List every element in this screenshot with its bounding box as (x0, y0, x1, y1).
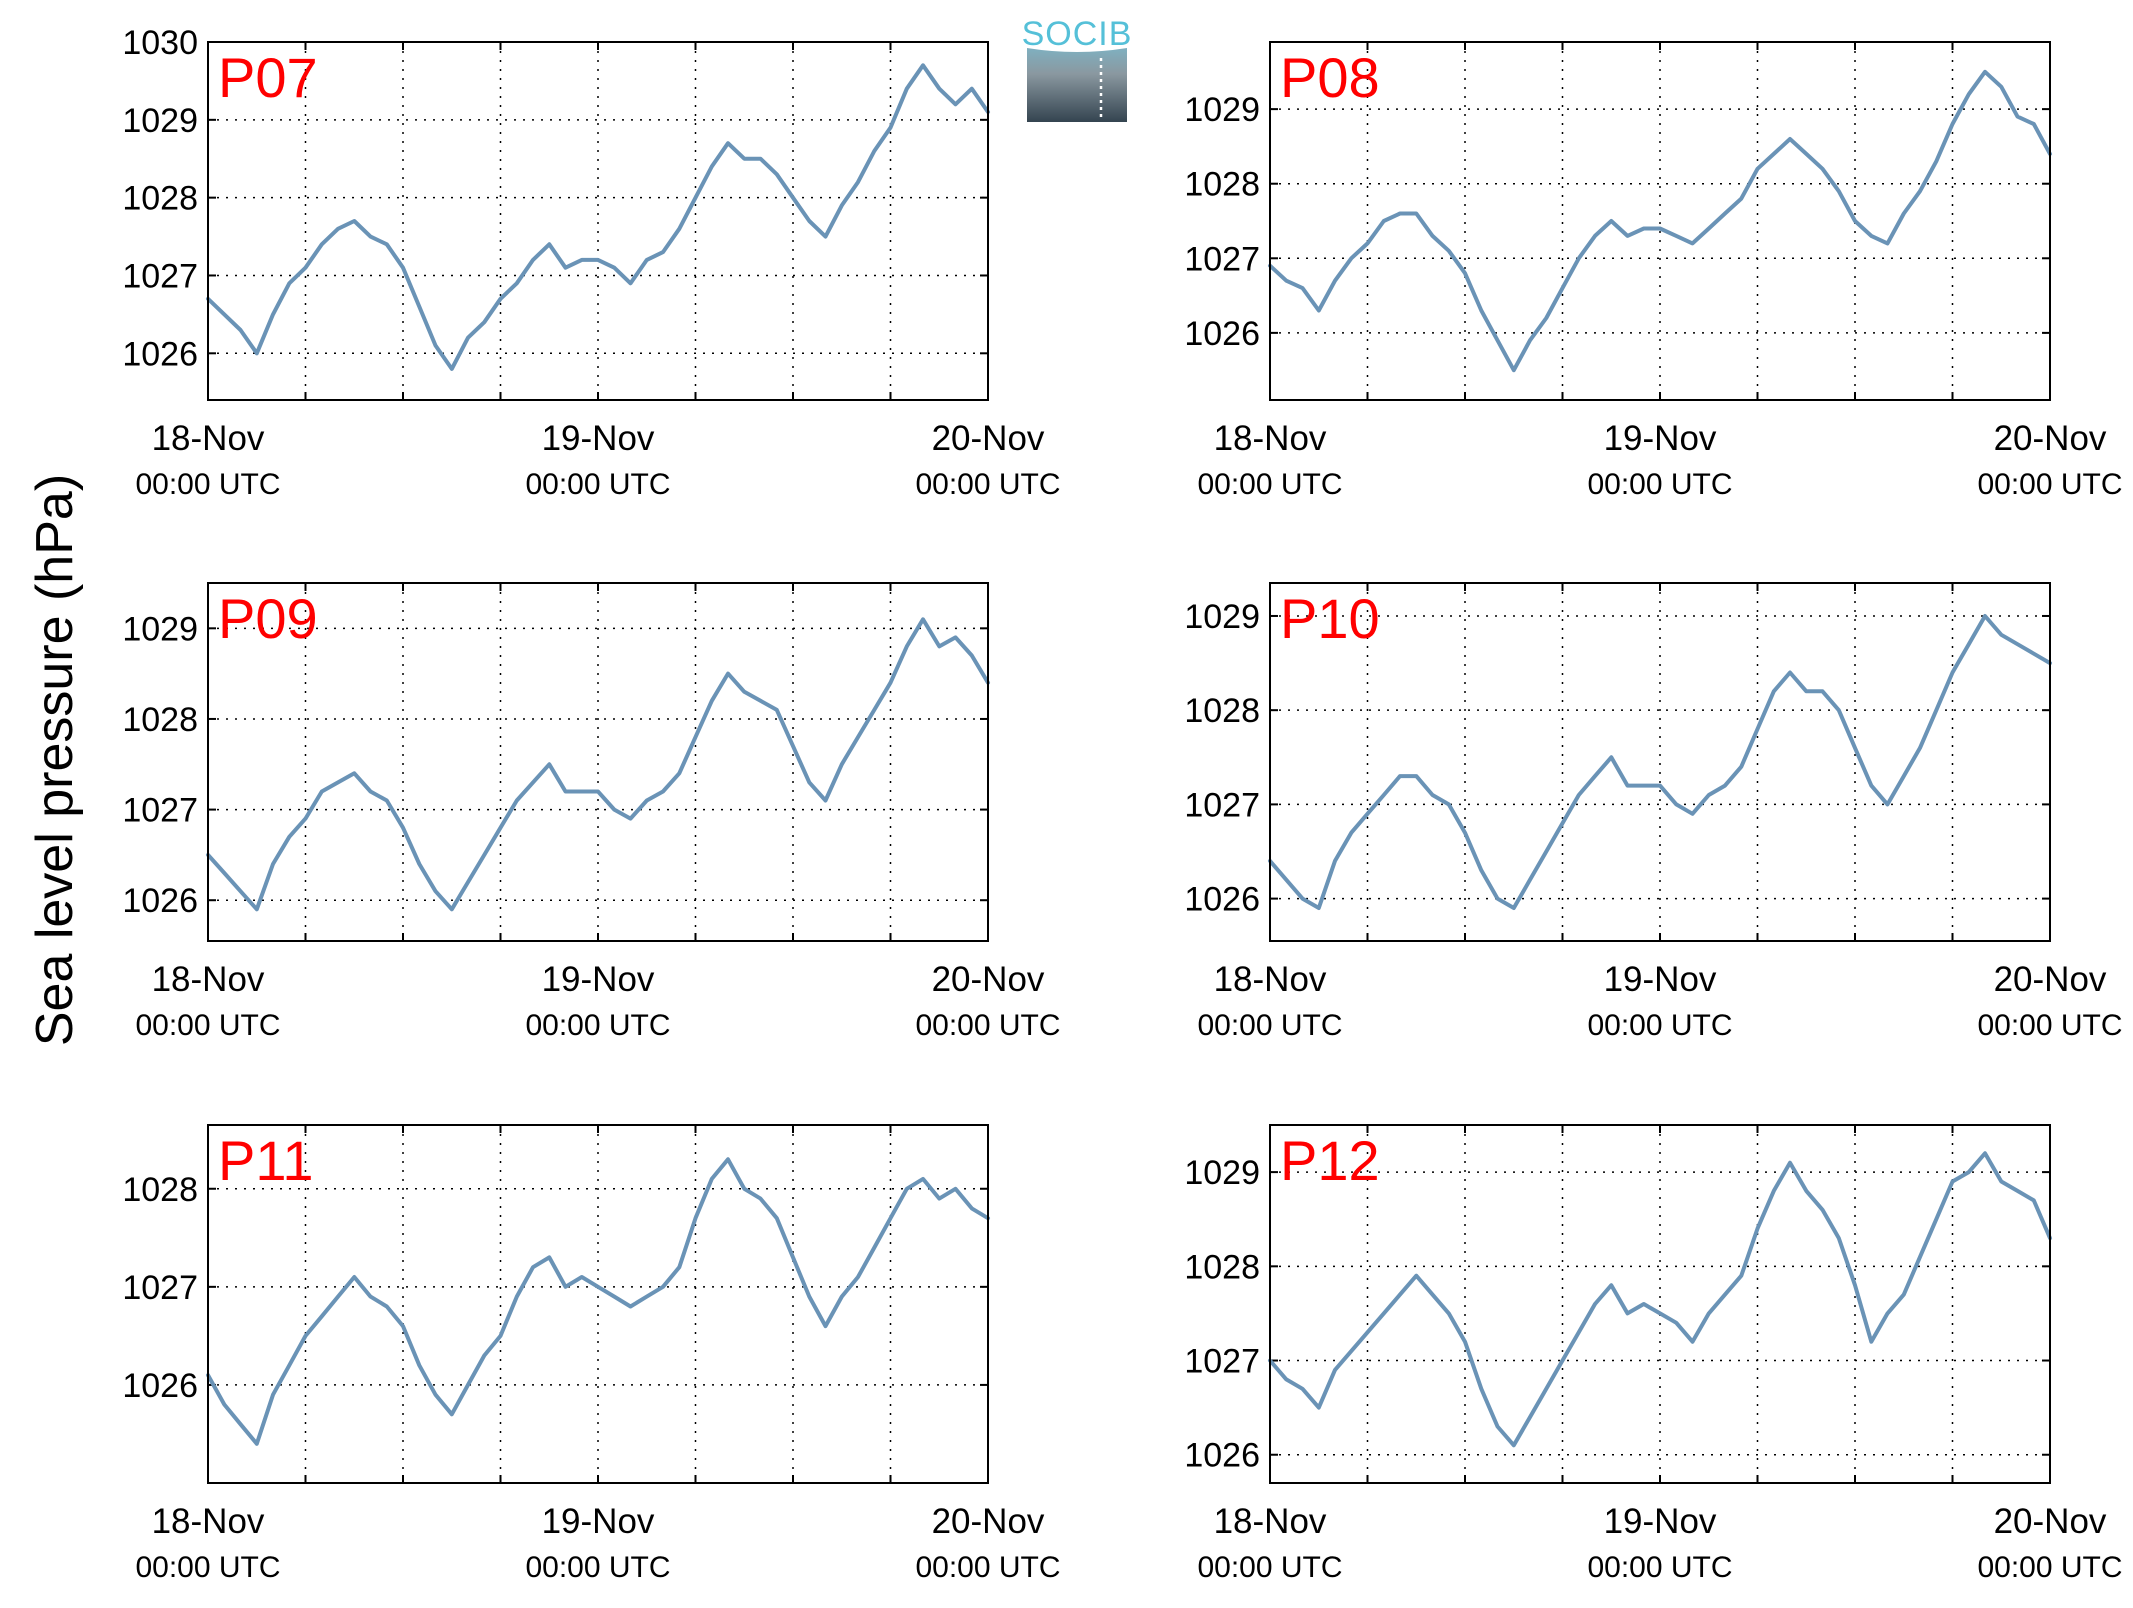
x-tick-time-label: 00:00 UTC (1587, 1009, 1732, 1042)
y-tick-label: 1028 (1184, 166, 1260, 204)
chart-panel-p10: 1026 1027 1028 1029 18-Nov 00:00 UTC 19-Nov 00:… (1184, 582, 2123, 1042)
x-tick-time-label: 00:00 UTC (915, 468, 1060, 501)
x-tick-date-label: 20-Nov (1994, 1502, 2107, 1541)
y-tick-label: 1029 (1184, 1154, 1260, 1192)
panel-title: P08 (1280, 46, 1380, 109)
chart-panel-p07: 1026 1027 1028 1029 1030 18-Nov 00:00 UTC 19-No… (122, 24, 1060, 501)
x-tick-date-label: 19-Nov (1604, 1502, 1717, 1541)
socib-logo-text: SOCIB (1022, 15, 1133, 53)
y-tick-label: 1027 (122, 1269, 198, 1307)
y-tick-label: 1027 (1184, 1343, 1260, 1381)
figure-ylabel: Sea level pressure (hPa) (26, 474, 84, 1046)
axes-frame (1269, 582, 2051, 942)
x-tick-date-label: 19-Nov (542, 960, 655, 999)
y-tick-label: 1028 (122, 180, 198, 218)
y-tick-label: 1028 (1184, 1248, 1260, 1286)
panel-title: P07 (218, 46, 318, 109)
x-tick-date-label: 18-Nov (1214, 960, 1327, 999)
x-tick-time-label: 00:00 UTC (915, 1009, 1060, 1042)
x-tick-time-label: 00:00 UTC (1197, 468, 1342, 501)
series-line-p09 (206, 617, 990, 912)
x-tick-time-label: 00:00 UTC (1587, 468, 1732, 501)
panel-title: P10 (1280, 587, 1380, 650)
x-tick-time-label: 00:00 UTC (525, 468, 670, 501)
x-tick-time-label: 00:00 UTC (1587, 1551, 1732, 1584)
x-tick-date-label: 18-Nov (152, 960, 265, 999)
y-tick-label: 1027 (122, 257, 198, 295)
x-tick-date-label: 19-Nov (1604, 419, 1717, 458)
x-tick-date-label: 19-Nov (542, 1502, 655, 1541)
x-tick-time-label: 00:00 UTC (1977, 1551, 2122, 1584)
x-tick-time-label: 00:00 UTC (1977, 468, 2122, 501)
x-tick-date-label: 20-Nov (1994, 960, 2107, 999)
x-tick-date-label: 20-Nov (1994, 419, 2107, 458)
axes-frame (207, 582, 989, 942)
axes-frame (1269, 41, 2051, 401)
x-tick-date-label: 18-Nov (152, 1502, 265, 1541)
chart-panels: 1026 1027 1028 1029 1030 18-Nov 00:00 UTC 19-No… (122, 24, 2122, 1584)
axes-frame (207, 1124, 989, 1484)
x-tick-time-label: 00:00 UTC (915, 1551, 1060, 1584)
y-tick-label: 1028 (1184, 692, 1260, 730)
y-tick-label: 1029 (122, 102, 198, 140)
y-tick-label: 1029 (1184, 598, 1260, 636)
panel-title: P12 (1280, 1129, 1380, 1192)
y-tick-label: 1026 (122, 335, 198, 373)
series-line-p08 (1268, 69, 2052, 373)
series-line-p12 (1268, 1151, 2052, 1448)
y-tick-label: 1029 (122, 610, 198, 648)
y-tick-label: 1026 (1184, 315, 1260, 353)
x-tick-time-label: 00:00 UTC (525, 1551, 670, 1584)
x-tick-date-label: 19-Nov (1604, 960, 1717, 999)
x-tick-time-label: 00:00 UTC (135, 1551, 280, 1584)
axes-frame (1269, 1124, 2051, 1484)
y-tick-label: 1026 (1184, 881, 1260, 919)
y-tick-label: 1027 (1184, 240, 1260, 278)
x-tick-date-label: 20-Nov (932, 1502, 1045, 1541)
chart-panel-p08: 1026 1027 1028 1029 18-Nov 00:00 UTC 19-Nov 00:… (1184, 41, 2123, 501)
x-tick-date-label: 20-Nov (932, 960, 1045, 999)
panel-title: P09 (218, 587, 318, 650)
series-line-p11 (206, 1157, 990, 1446)
y-tick-label: 1027 (1184, 786, 1260, 824)
x-tick-time-label: 00:00 UTC (135, 1009, 280, 1042)
x-tick-time-label: 00:00 UTC (135, 468, 280, 501)
y-tick-label: 1026 (122, 1367, 198, 1405)
x-tick-date-label: 18-Nov (152, 419, 265, 458)
axes-frame (207, 41, 989, 401)
series-line-p10 (1268, 614, 2052, 910)
socib-logo-wave (1027, 48, 1127, 122)
socib-logo: SOCIB (1022, 15, 1133, 122)
panel-title: P11 (218, 1129, 313, 1192)
x-tick-time-label: 00:00 UTC (1197, 1551, 1342, 1584)
series-line-p07 (206, 63, 990, 371)
y-tick-label: 1028 (122, 701, 198, 739)
y-tick-label: 1026 (122, 882, 198, 920)
chart-panel-p12: 1026 1027 1028 1029 18-Nov 00:00 UTC 19-Nov 00:… (1184, 1124, 2123, 1584)
chart-panel-p11: 1026 1027 1028 18-Nov 00:00 UTC 19-Nov 00:00 U… (122, 1124, 1061, 1584)
y-tick-label: 1029 (1184, 91, 1260, 129)
y-tick-label: 1030 (122, 24, 198, 62)
x-tick-date-label: 19-Nov (542, 419, 655, 458)
x-tick-time-label: 00:00 UTC (525, 1009, 670, 1042)
y-tick-label: 1026 (1184, 1437, 1260, 1475)
x-tick-time-label: 00:00 UTC (1977, 1009, 2122, 1042)
chart-panel-p09: 1026 1027 1028 1029 18-Nov 00:00 UTC 19-Nov 00:… (122, 582, 1061, 1042)
x-tick-date-label: 18-Nov (1214, 419, 1327, 458)
y-tick-label: 1027 (122, 792, 198, 830)
x-tick-date-label: 20-Nov (932, 419, 1045, 458)
x-tick-time-label: 00:00 UTC (1197, 1009, 1342, 1042)
x-tick-date-label: 18-Nov (1214, 1502, 1327, 1541)
y-tick-label: 1028 (122, 1171, 198, 1209)
